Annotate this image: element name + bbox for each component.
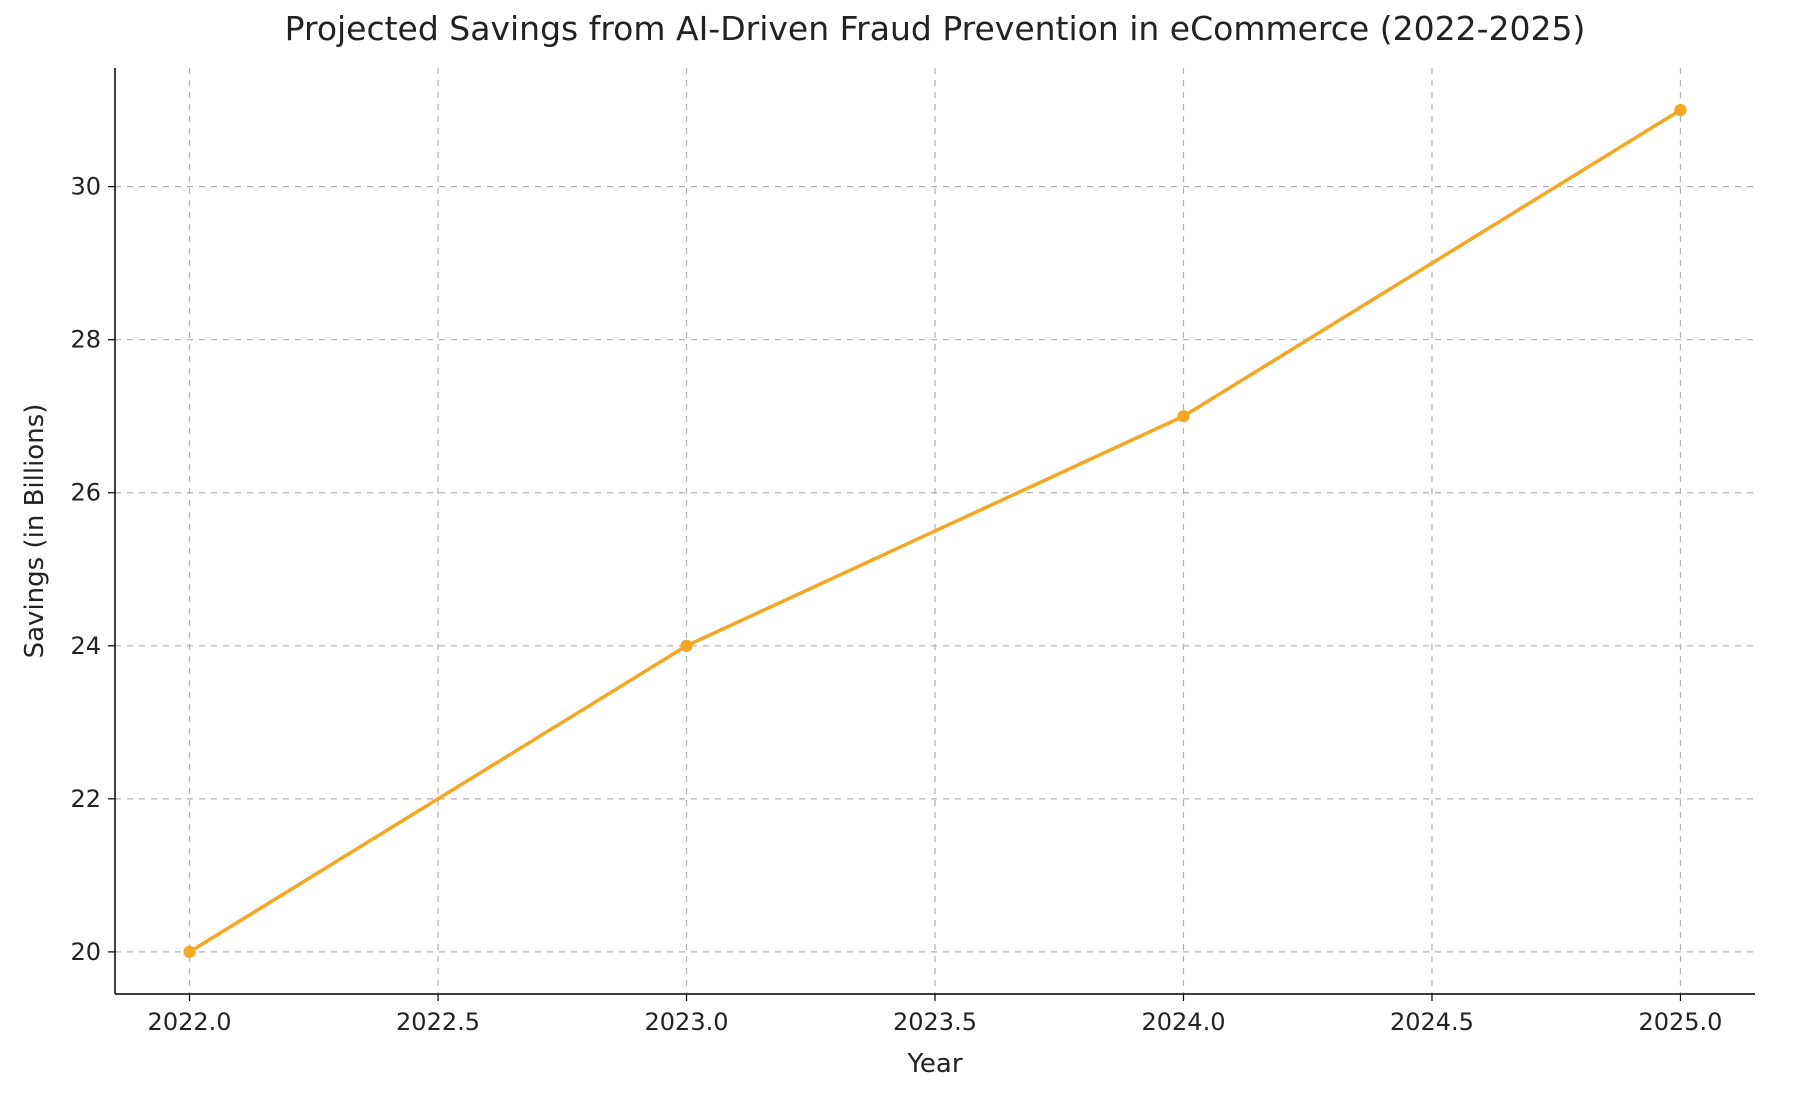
y-tick-label: 24	[70, 632, 101, 660]
x-tick-label: 2024.5	[1390, 1008, 1474, 1036]
data-marker	[184, 946, 195, 957]
chart-title: Projected Savings from AI-Driven Fraud P…	[285, 9, 1586, 48]
y-tick-label: 30	[70, 173, 101, 201]
x-tick-label: 2023.5	[893, 1008, 977, 1036]
data-marker	[1675, 104, 1686, 115]
chart-svg: 2022.0 2022.5 2023.0 2023.5 2024.0 2024.5 2025…	[0, 0, 1793, 1101]
x-tick-label: 2022.0	[148, 1008, 232, 1036]
x-tick-label: 2025.0	[1638, 1008, 1722, 1036]
data-marker	[681, 640, 692, 651]
y-tick-label: 22	[70, 785, 101, 813]
data-marker	[1178, 411, 1189, 422]
y-tick-label: 28	[70, 326, 101, 354]
y-axis-label: Savings (in Billions)	[20, 404, 50, 659]
x-tick-label: 2022.5	[396, 1008, 480, 1036]
chart-container: 2022.0 2022.5 2023.0 2023.5 2024.0 2024.5 2025…	[0, 0, 1793, 1101]
y-tick-label: 26	[70, 479, 101, 507]
x-tick-label: 2023.0	[645, 1008, 729, 1036]
x-axis-label: Year	[906, 1049, 962, 1079]
y-tick-label: 20	[70, 938, 101, 966]
x-tick-label: 2024.0	[1141, 1008, 1225, 1036]
